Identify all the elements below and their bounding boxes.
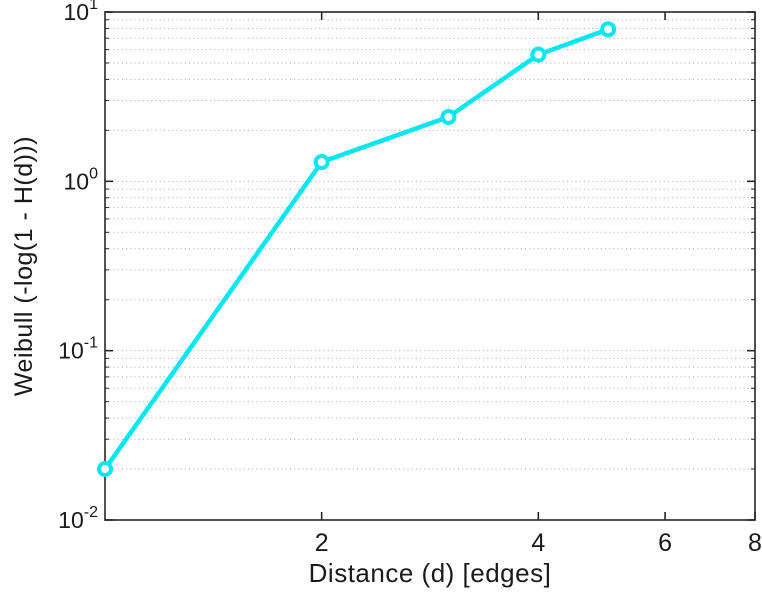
y-tick-label: 10-1: [58, 335, 98, 364]
data-point-marker: [440, 108, 457, 125]
y-axis-label: Weibull (-log(1 - H(d))): [10, 135, 38, 397]
data-point-marker: [313, 154, 330, 171]
axis-box: [104, 11, 756, 521]
data-point-marker: [600, 21, 617, 38]
data-point-marker: [97, 461, 113, 478]
x-tick-label: 2: [315, 529, 329, 557]
x-tick-label: 6: [658, 529, 672, 557]
plot-area: [105, 12, 755, 520]
x-tick-label: 8: [748, 529, 762, 557]
y-tick-label: 10-2: [58, 504, 98, 533]
y-tick-label: 100: [64, 165, 99, 194]
data-point-marker: [530, 46, 547, 63]
y-tick-label: 101: [64, 0, 99, 25]
x-tick-label: 4: [531, 529, 545, 557]
x-axis-label: Distance (d) [edges]: [308, 558, 552, 588]
